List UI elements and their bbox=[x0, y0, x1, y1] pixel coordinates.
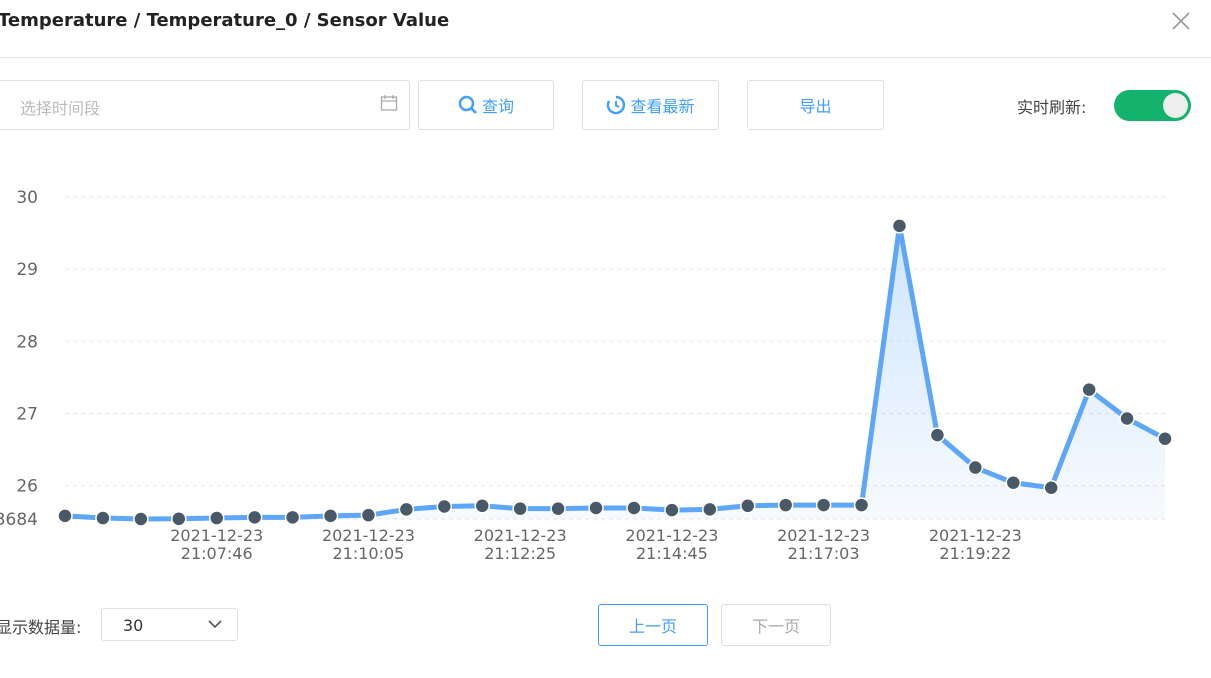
point bbox=[398, 501, 415, 518]
divider bbox=[0, 57, 1211, 58]
point bbox=[57, 508, 73, 524]
x-tick-label: 2021-12-23 21:19:22 bbox=[928, 526, 1022, 563]
point bbox=[588, 500, 604, 516]
prev-page-button[interactable]: 上一页 bbox=[598, 604, 708, 646]
calendar-icon bbox=[380, 95, 398, 111]
button-label: 查询 bbox=[481, 97, 514, 116]
chart: 25.53684 26 27 28 29 30 bbox=[0, 188, 1173, 530]
point bbox=[246, 509, 263, 526]
point bbox=[967, 459, 984, 476]
close-button[interactable] bbox=[1171, 11, 1191, 31]
button-label: 上一页 bbox=[628, 617, 677, 636]
y-tick-label: 25.53684 bbox=[0, 510, 38, 530]
realtime-label: 实时刷新: bbox=[1017, 98, 1087, 117]
button-label: 查看最新 bbox=[630, 97, 695, 116]
x-tick-label: 2021-12-23 21:07:46 bbox=[170, 526, 264, 563]
export-button[interactable]: 导出 bbox=[747, 80, 884, 130]
y-tick-label: 30 bbox=[16, 188, 38, 208]
point bbox=[1119, 410, 1135, 427]
line bbox=[64, 223, 1167, 522]
button-label: 下一页 bbox=[751, 617, 800, 636]
point bbox=[95, 510, 111, 526]
point bbox=[891, 218, 908, 234]
y-tick-label: 29 bbox=[16, 260, 38, 280]
point bbox=[550, 500, 566, 517]
y-tick-label: 26 bbox=[16, 477, 38, 497]
point bbox=[1081, 381, 1097, 398]
point bbox=[208, 510, 225, 526]
date-range-input[interactable]: 选择时间段 bbox=[0, 80, 410, 130]
point bbox=[436, 498, 453, 515]
realtime-toggle[interactable] bbox=[1114, 90, 1191, 121]
x-tick-label: 2021-12-23 21:10:05 bbox=[321, 526, 415, 563]
x-tick-label: 2021-12-23 21:17:03 bbox=[777, 526, 871, 563]
point bbox=[626, 500, 642, 516]
point bbox=[171, 511, 187, 527]
query-button[interactable]: 查询 bbox=[418, 80, 554, 130]
latest-button[interactable]: 查看最新 bbox=[582, 80, 719, 130]
point bbox=[929, 427, 946, 443]
point bbox=[512, 500, 528, 517]
page-size-label: 显示数据量: bbox=[0, 618, 82, 637]
button-label: 导出 bbox=[799, 97, 832, 116]
point bbox=[360, 507, 377, 523]
x-tick-label: 2021-12-23 21:14:45 bbox=[625, 526, 719, 563]
point bbox=[1157, 430, 1173, 447]
y-tick-label: 27 bbox=[16, 404, 38, 424]
refresh-icon bbox=[607, 95, 626, 115]
point bbox=[664, 502, 680, 518]
point bbox=[777, 497, 794, 513]
point bbox=[133, 511, 149, 527]
page-size-value: 30 bbox=[123, 616, 144, 635]
point bbox=[1043, 479, 1059, 496]
next-page-button[interactable]: 下一页 bbox=[721, 604, 831, 646]
point bbox=[322, 508, 339, 524]
point bbox=[474, 498, 490, 514]
point bbox=[1005, 474, 1022, 491]
x-tick-label: 2021-12-23 21:12:25 bbox=[473, 526, 567, 563]
search-icon bbox=[458, 95, 477, 114]
chevron bbox=[208, 620, 222, 629]
page-size-select[interactable]: 30 bbox=[101, 608, 238, 641]
point bbox=[702, 501, 718, 518]
point bbox=[284, 509, 301, 526]
point bbox=[740, 498, 756, 514]
dialog-title: Temperature / Temperature_0 / Sensor Val… bbox=[0, 10, 450, 31]
placeholder: 选择时间段 bbox=[20, 99, 101, 118]
point bbox=[815, 497, 832, 513]
point bbox=[853, 497, 870, 513]
y-tick-label: 28 bbox=[16, 332, 38, 352]
